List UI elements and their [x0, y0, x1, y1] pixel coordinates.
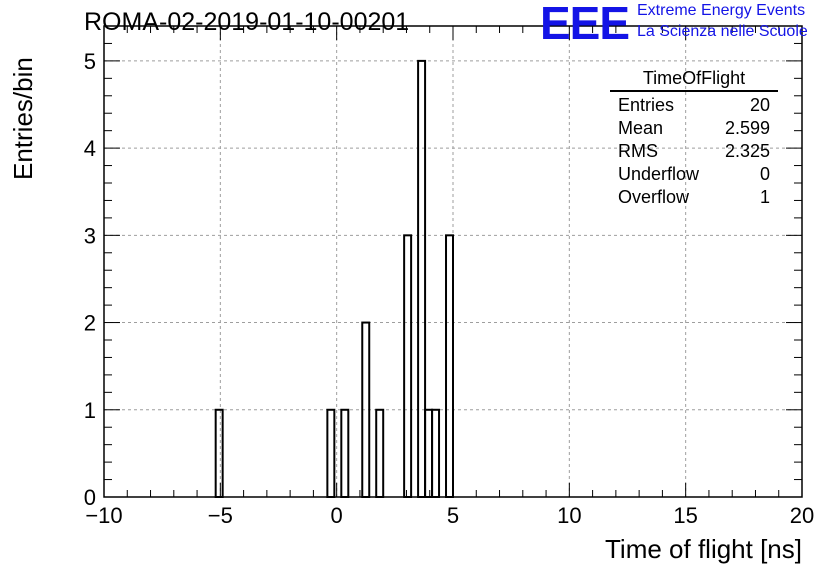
y-tick-label: 4	[84, 136, 96, 161]
stats-row-mean: Mean 2.599	[610, 117, 778, 140]
stats-value: 2.325	[724, 141, 770, 161]
x-tick-label: 5	[447, 503, 459, 528]
stats-value: 2.599	[724, 118, 770, 138]
y-tick-label: 1	[84, 398, 96, 423]
stats-label: Overflow	[618, 187, 690, 207]
histogram-bar	[214, 408, 224, 498]
x-tick-label: 15	[673, 503, 697, 528]
x-axis-label: Time of flight [ns]	[605, 534, 802, 564]
stats-row-overflow: Overflow 1	[610, 186, 778, 209]
x-tick-label: 10	[557, 503, 581, 528]
histogram-bars	[214, 59, 454, 499]
histogram-bar	[417, 59, 427, 499]
x-tick-label: 0	[331, 503, 343, 528]
stats-label: Underflow	[618, 164, 700, 184]
stats-label: RMS	[618, 141, 658, 161]
stats-title: TimeOfFlight	[610, 68, 778, 92]
stats-value: 1	[759, 187, 770, 207]
stats-row-entries: Entries 20	[610, 94, 778, 117]
histogram-bar	[375, 408, 385, 498]
histogram-bar	[403, 234, 413, 498]
x-tick-label: −10	[85, 503, 122, 528]
stats-label: Mean	[618, 118, 664, 138]
stats-row-rms: RMS 2.325	[610, 140, 778, 163]
stats-value: 20	[749, 95, 770, 115]
histogram-bar	[326, 408, 336, 498]
logo-line-1: Extreme Energy Events	[637, 2, 806, 19]
histogram-bar	[445, 234, 454, 498]
y-axis-label: Entries/bin	[8, 57, 38, 180]
logo-line-2: La Scienza nelle Scuole	[637, 23, 808, 40]
eee-logo: EEE	[540, 0, 630, 49]
stats-row-underflow: Underflow 0	[610, 163, 778, 186]
chart-title: ROMA-02-2019-01-10-00201	[84, 8, 410, 36]
y-tick-label: 3	[84, 223, 96, 248]
stats-box: TimeOfFlight Entries 20 Mean 2.599 RMS 2…	[610, 68, 778, 209]
histogram-bar	[340, 408, 350, 498]
x-tick-label: 20	[790, 503, 814, 528]
stats-value: 0	[759, 164, 770, 184]
x-tick-label: −5	[208, 503, 233, 528]
y-tick-label: 0	[84, 485, 96, 510]
histogram-bar	[431, 408, 441, 498]
y-tick-label: 5	[84, 49, 96, 74]
axes	[103, 25, 803, 498]
stats-label: Entries	[618, 95, 675, 115]
histogram-bar	[424, 408, 434, 498]
y-tick-label: 2	[84, 311, 96, 336]
